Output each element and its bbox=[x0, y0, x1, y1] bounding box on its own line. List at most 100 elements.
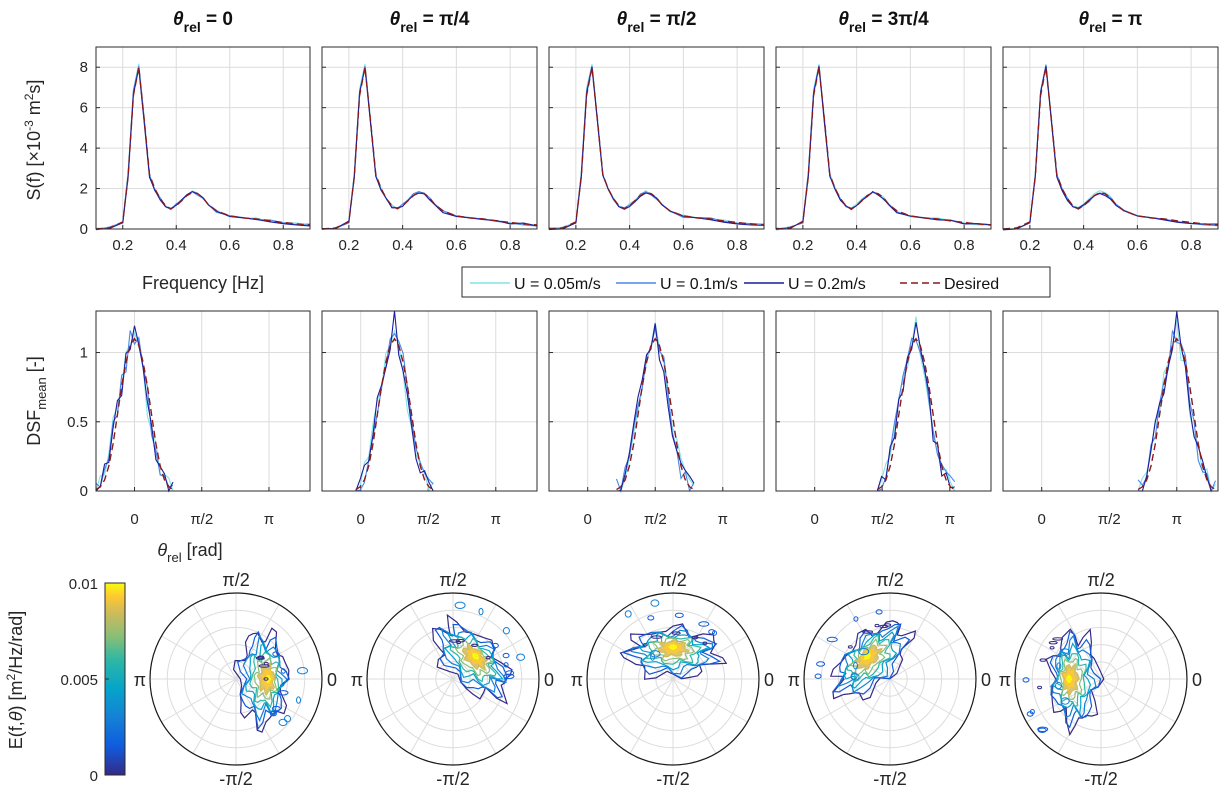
x-tick-label: 0.6 bbox=[673, 237, 694, 254]
energy-contour-fragment bbox=[651, 635, 662, 639]
title-theta: θ bbox=[173, 9, 184, 30]
energy-contour-fragment bbox=[624, 610, 632, 618]
polar-grid-spoke bbox=[1100, 678, 1145, 754]
dsf-series-line bbox=[876, 337, 956, 491]
x-tick-label: 0.4 bbox=[846, 237, 867, 254]
title-theta: θ bbox=[617, 9, 628, 30]
spectrum-series-line bbox=[1002, 67, 1219, 230]
polar-grid-spoke bbox=[598, 635, 674, 680]
energy-contour-fragment bbox=[814, 673, 822, 679]
colorbar-tick-label: 0.01 bbox=[69, 576, 98, 593]
axes-frame bbox=[548, 310, 765, 492]
x-tick-label: 0.8 bbox=[954, 237, 975, 254]
x-label-sub: rel bbox=[167, 550, 182, 565]
dsf-panel: 0 π/2 π bbox=[1002, 310, 1219, 528]
energy-contour-fragment bbox=[702, 641, 708, 645]
energy-contour bbox=[245, 643, 283, 713]
cbar-label-part: /Hz/rad] bbox=[6, 611, 26, 674]
spectrum-series-line bbox=[775, 64, 991, 231]
angle-label-top: π/2 bbox=[1087, 570, 1114, 590]
energy-contour-fragment bbox=[875, 609, 883, 615]
y-tick-label: 0 bbox=[80, 483, 88, 500]
x-tick-label: 0.6 bbox=[219, 237, 240, 254]
energy-contour bbox=[449, 636, 497, 683]
polar-grid-spoke bbox=[672, 635, 748, 680]
x-tick-label: 0.8 bbox=[273, 237, 294, 254]
polar-grid-spoke bbox=[1100, 604, 1145, 680]
x-tick-label: 0.6 bbox=[446, 237, 467, 254]
axes-frame bbox=[1002, 46, 1219, 230]
spectrum-series-line bbox=[548, 65, 765, 229]
polar-outer-ring bbox=[149, 592, 323, 766]
polar-outer-ring bbox=[366, 592, 540, 766]
x-tick-label: 0 bbox=[357, 511, 365, 528]
angle-label-left: π bbox=[351, 670, 363, 690]
polar-plot: π/2 -π/2 π 0 bbox=[351, 570, 554, 789]
axes-frame bbox=[95, 46, 311, 230]
energy-contour-fragment bbox=[847, 645, 853, 649]
energy-contour-fragment bbox=[642, 643, 648, 647]
spectrum-panel: 0.2 0.4 0.6 0.8 bbox=[321, 46, 538, 254]
angle-label-bottom: -π/2 bbox=[873, 769, 906, 789]
x-tick-label: 0.2 bbox=[112, 237, 133, 254]
column-title: θrel = 3π/4 bbox=[838, 9, 929, 35]
polar-plot: π/2 -π/2 π 0 bbox=[999, 570, 1202, 789]
energy-contour-fragment bbox=[698, 621, 710, 627]
polar-grid-spoke bbox=[378, 635, 454, 680]
column-title: θrel = π/2 bbox=[617, 9, 697, 35]
energy-contour-fragment bbox=[691, 635, 699, 640]
x-tick-label: 0.4 bbox=[392, 237, 413, 254]
angle-label-left: π bbox=[788, 670, 800, 690]
angle-label-bottom: -π/2 bbox=[219, 769, 252, 789]
energy-contour-fragment bbox=[1055, 681, 1062, 690]
energy-contour-fragment bbox=[1060, 697, 1070, 705]
angle-label-bottom: -π/2 bbox=[1084, 769, 1117, 789]
x-tick-label: π bbox=[718, 511, 728, 528]
spectrum-series-line bbox=[321, 63, 538, 230]
polar-grid-spoke bbox=[235, 604, 280, 680]
polar-grid-spoke bbox=[378, 678, 454, 723]
cbar-label-theta: θ bbox=[6, 711, 26, 721]
angle-label-right: 0 bbox=[1192, 670, 1202, 690]
colorbar-tick-label: 0.005 bbox=[60, 672, 98, 689]
x-tick-label: 0.2 bbox=[338, 237, 359, 254]
polar-plot: π/2 -π/2 π 0 bbox=[134, 570, 337, 789]
x-label-theta: θ bbox=[157, 540, 167, 560]
polar-grid-spoke bbox=[1057, 604, 1102, 680]
energy-contour-fragment bbox=[649, 650, 661, 658]
angle-label-bottom: -π/2 bbox=[656, 769, 689, 789]
energy-contour-fragment bbox=[858, 647, 870, 656]
y-tick-label: 2 bbox=[80, 181, 88, 198]
energy-contour-fragment bbox=[478, 607, 484, 616]
dsf-series-line bbox=[95, 337, 174, 491]
column-titles: θrel = 0 θrel = π/4 θrel = π/2 θrel = 3π/4 θ… bbox=[173, 9, 1143, 35]
y-label-part: s] bbox=[24, 80, 44, 94]
energy-contour-fragment bbox=[502, 627, 510, 635]
polar-grid-spoke bbox=[889, 604, 934, 680]
energy-contour-fragment bbox=[503, 662, 509, 668]
spectrum-panel: 0.2 0.4 0.6 0.8 bbox=[1002, 46, 1219, 254]
polar-grid-spoke bbox=[598, 678, 674, 723]
title-rest: = 3π/4 bbox=[866, 9, 929, 30]
colorbar-tick-label: 0 bbox=[90, 768, 98, 785]
legend-label: U = 0.05m/s bbox=[514, 276, 601, 293]
title-sub: rel bbox=[627, 19, 644, 35]
x-tick-label: π bbox=[491, 511, 501, 528]
y-label-part: -3 bbox=[22, 120, 36, 131]
x-tick-label: 0 bbox=[1038, 511, 1046, 528]
energy-contour-fragment bbox=[1037, 685, 1043, 690]
energy-contour bbox=[431, 613, 513, 705]
energy-contour-fragment bbox=[853, 616, 859, 622]
angle-label-top: π/2 bbox=[876, 570, 903, 590]
x-tick-label: 0.6 bbox=[900, 237, 921, 254]
angle-label-top: π/2 bbox=[659, 570, 686, 590]
dsf-series-line bbox=[1137, 330, 1217, 493]
spectrum-series-line bbox=[548, 67, 765, 230]
angle-label-top: π/2 bbox=[222, 570, 249, 590]
axes-frame bbox=[775, 46, 992, 230]
polar-grid-spoke bbox=[889, 678, 965, 723]
energy-contour-fragment bbox=[272, 651, 280, 657]
polar-grid-spoke bbox=[1026, 635, 1102, 680]
axes-frame bbox=[548, 46, 765, 230]
